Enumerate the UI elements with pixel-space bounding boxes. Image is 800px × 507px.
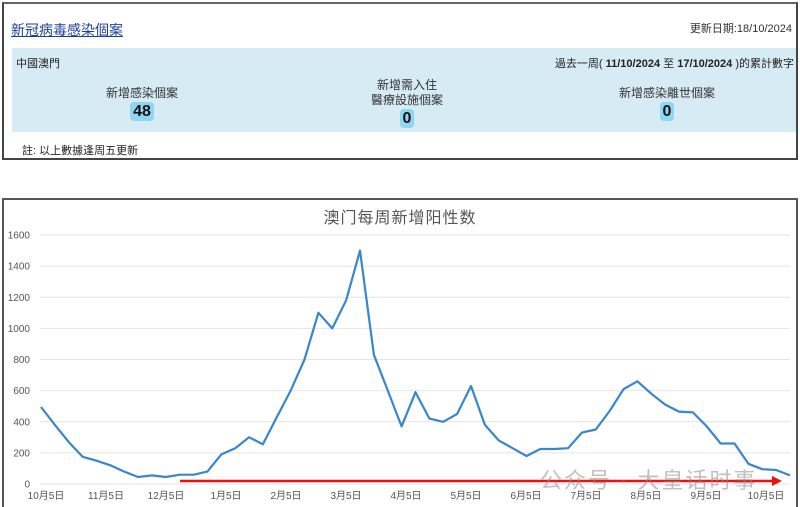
stats-box: 中國澳門 過去一周( 11/10/2024 至 17/10/2024 )的累計數…	[12, 48, 796, 132]
stat-label: 新增感染個案	[105, 86, 178, 100]
x-tick-label: 9月5日	[690, 490, 721, 502]
y-tick-label: 400	[13, 417, 30, 428]
y-tick-label: 200	[13, 448, 30, 459]
series-line	[40, 249, 791, 479]
y-tick-label: 1400	[8, 262, 31, 273]
stat-new-infections: 新增感染個案 48	[92, 86, 192, 121]
x-tick-label: 4月5日	[390, 490, 421, 502]
y-tick-label: 800	[13, 355, 30, 366]
chart-title: 澳门每周新增阳性数	[323, 210, 477, 227]
x-tick-label: 7月5日	[570, 490, 601, 502]
stat-label-line1: 新增需入住	[376, 78, 437, 92]
panel-title-link[interactable]: 新冠病毒感染個案	[11, 22, 123, 38]
y-tick-label: 1200	[8, 293, 31, 304]
update-note: 註: 以上數據逢周五更新	[22, 145, 139, 157]
stat-new-deaths: 新增感染離世個案 0	[607, 86, 727, 121]
region-label: 中國澳門	[16, 58, 60, 70]
stat-value-badge: 0	[399, 109, 415, 128]
x-tick-label: 10月5日	[748, 490, 785, 502]
x-tick-label: 3月5日	[330, 490, 361, 502]
x-tick-label: 11月5日	[88, 490, 124, 502]
x-tick-label: 8月5日	[630, 490, 661, 502]
y-tick-label: 0	[24, 480, 30, 491]
stat-value-badge: 48	[130, 102, 154, 121]
covid-cases-panel: 新冠病毒感染個案 更新日期:18/10/2024 中國澳門 過去一周( 11/1…	[2, 2, 798, 160]
x-tick-label: 5月5日	[450, 490, 481, 502]
y-tick-label: 600	[13, 386, 30, 397]
x-tick-label: 6月5日	[510, 490, 541, 502]
y-tick-label: 1000	[8, 324, 31, 335]
x-tick-label: 1月5日	[210, 490, 241, 502]
stat-value-badge: 0	[659, 102, 675, 121]
y-tick-label: 1600	[8, 231, 31, 242]
x-tick-label: 2月5日	[270, 490, 301, 502]
update-date: 更新日期:18/10/2024	[689, 23, 792, 35]
stat-label-line2: 醫療設施個案	[370, 93, 443, 107]
stat-label: 新增感染離世個案	[618, 86, 715, 100]
x-tick-label: 12月5日	[148, 490, 185, 502]
x-tick-label: 10月5日	[28, 490, 65, 502]
arrow-head-icon	[772, 476, 782, 486]
chart-frame	[2, 198, 798, 507]
watermark-text: 公众号 · 大皇话时事	[540, 468, 758, 493]
period-label: 過去一周( 11/10/2024 至 17/10/2024 )的累計數字	[554, 58, 794, 70]
stat-new-hospitalized: 新增需入住 醫療設施個案 0	[357, 78, 457, 128]
